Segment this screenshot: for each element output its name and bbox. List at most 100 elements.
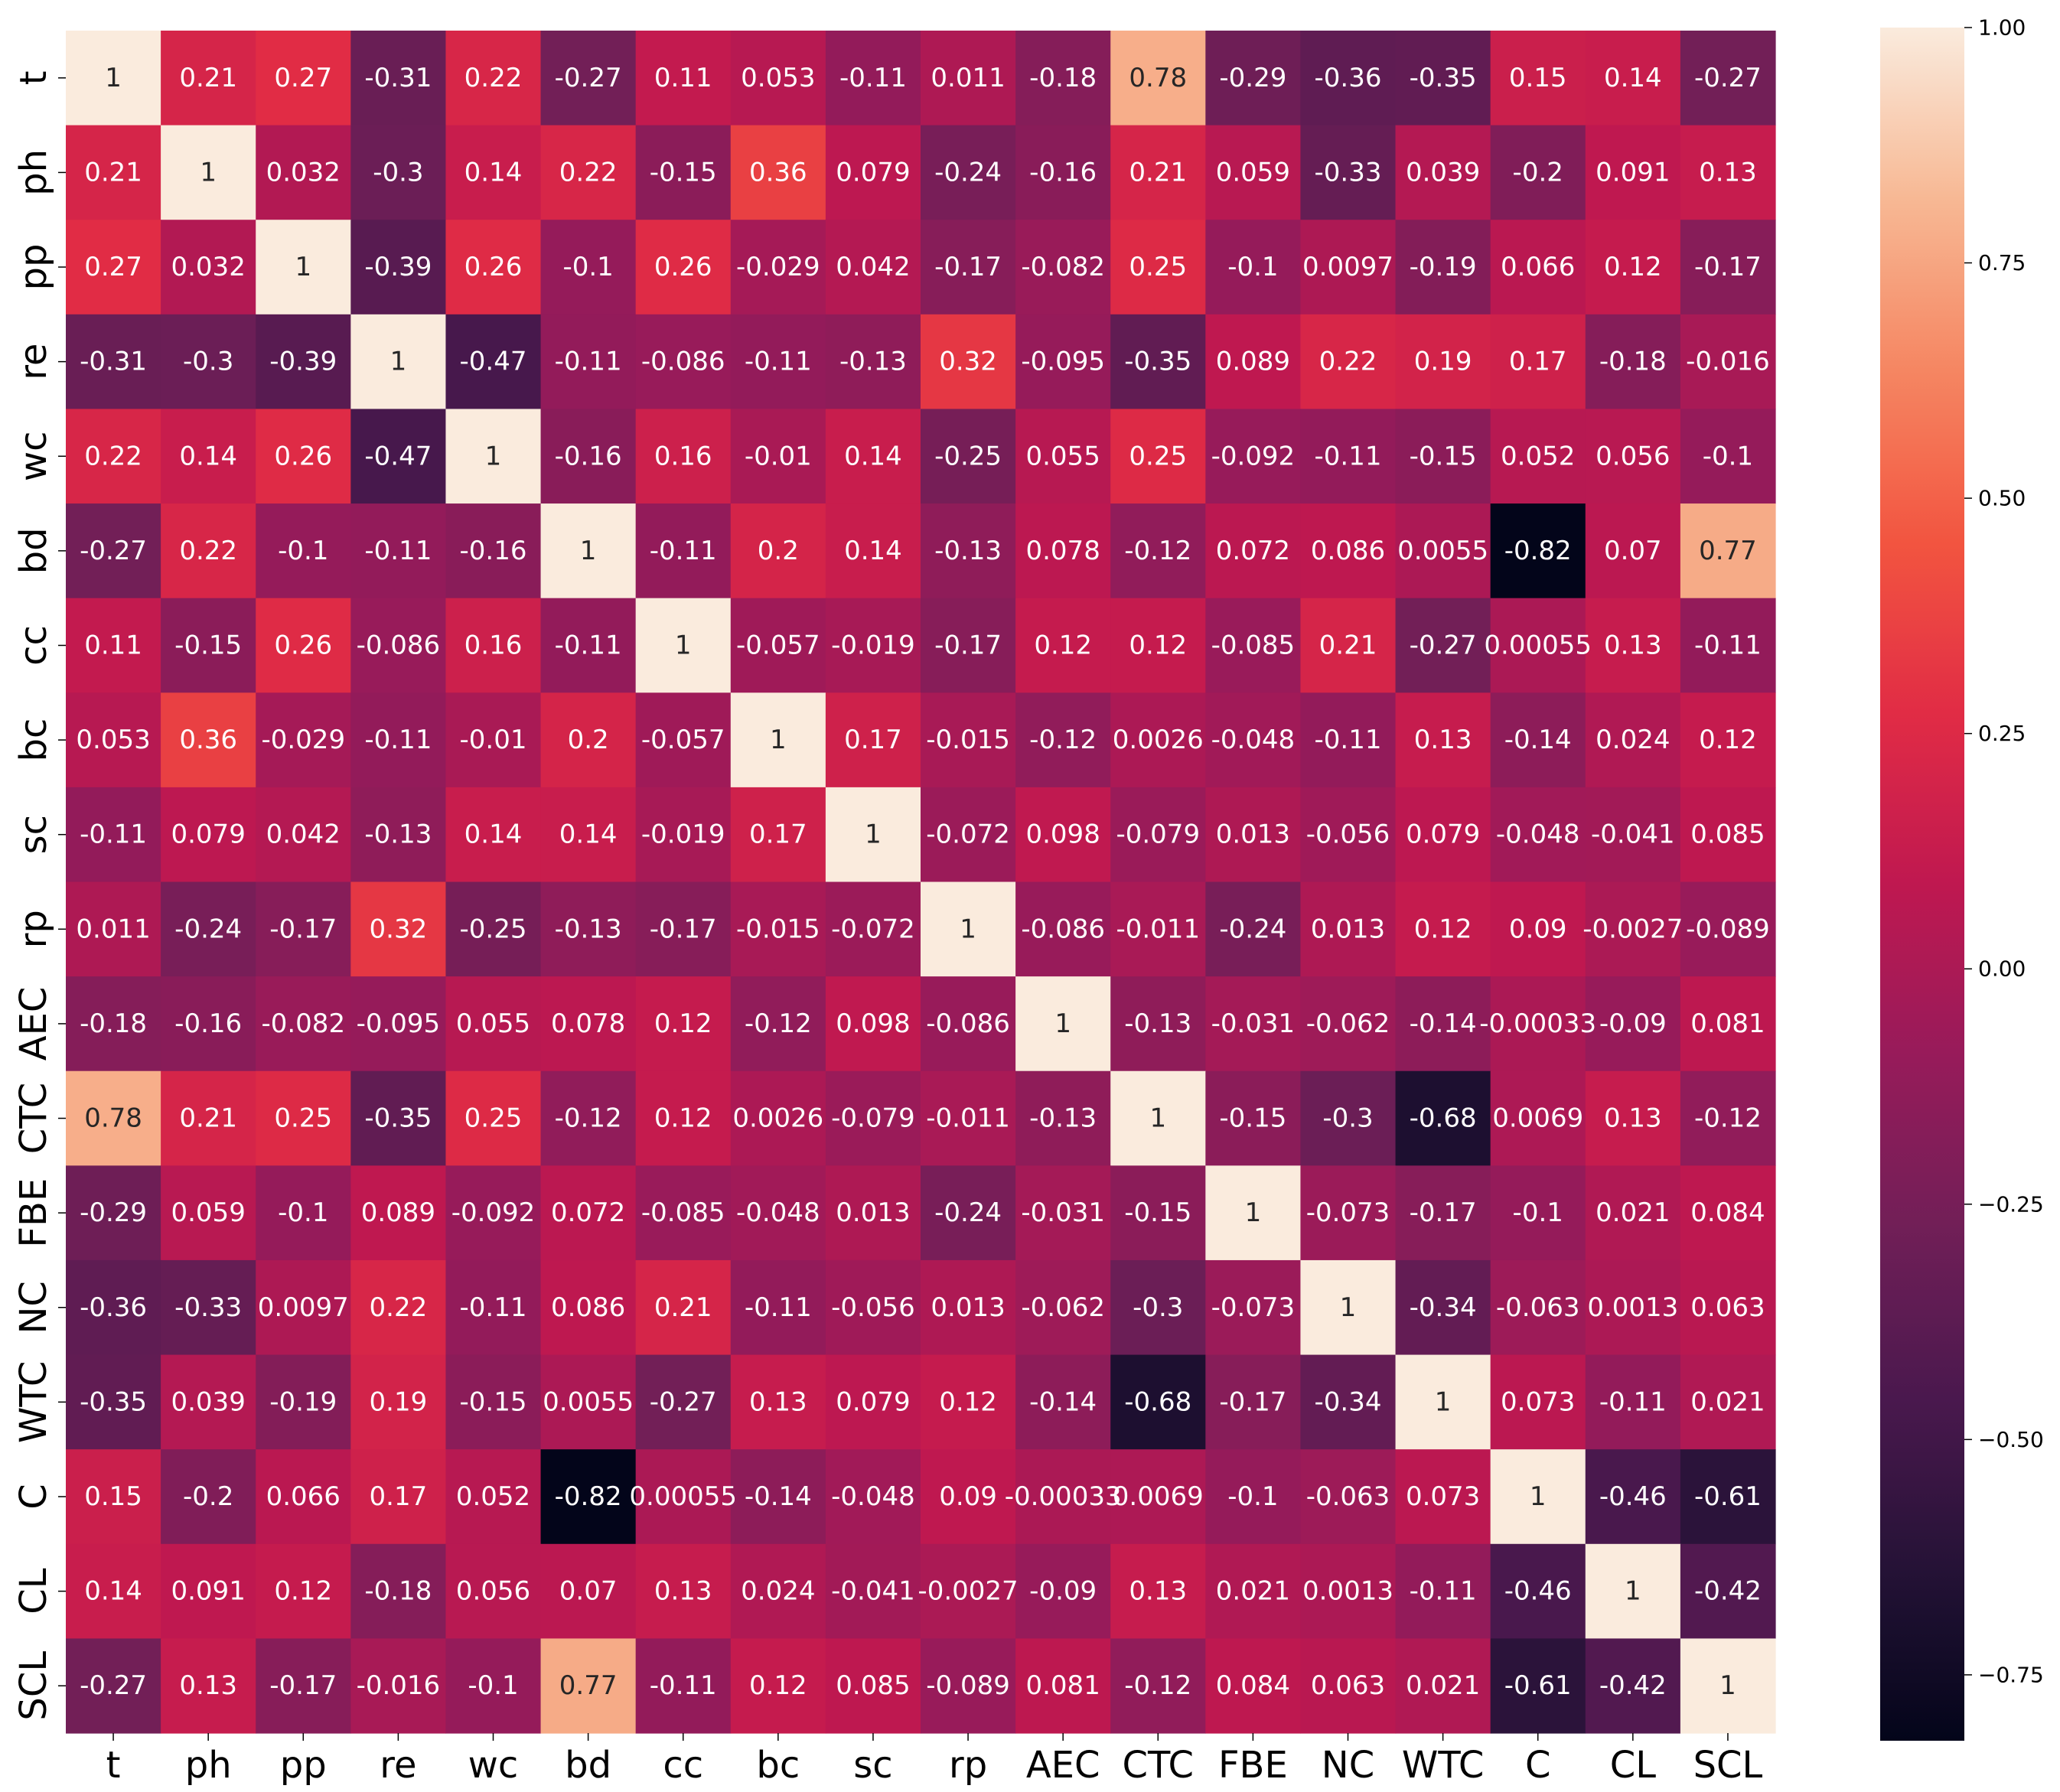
heatmap-cell: [350, 881, 447, 977]
cell-value-label: -0.18: [80, 1008, 147, 1039]
heatmap-cell: [445, 503, 542, 599]
cell-value-label: -0.27: [80, 536, 147, 566]
heatmap-cell: [256, 692, 351, 788]
heatmap-cell: [1585, 220, 1681, 315]
heatmap-cell: [1395, 881, 1491, 977]
cell-value-label: 0.0026: [1113, 725, 1204, 755]
heatmap-cell: [540, 220, 637, 315]
heatmap-cell: [350, 31, 447, 126]
cell-value-label: 0.14: [179, 441, 237, 471]
cell-value-label: -0.00033: [1479, 1008, 1596, 1039]
heatmap-cell: [1015, 314, 1111, 410]
cell-value-label: -0.082: [261, 1008, 345, 1039]
heatmap-cell: [66, 1259, 161, 1356]
cell-value-label: -0.27: [80, 1670, 147, 1701]
cell-value-label: 0.21: [179, 1103, 237, 1134]
cell-value-label: -0.016: [357, 1670, 441, 1701]
heatmap-cell: [1395, 409, 1491, 504]
cell-value-label: -0.24: [934, 157, 1002, 187]
heatmap-cell: [825, 220, 921, 315]
cell-value-label: 0.059: [1216, 157, 1290, 187]
cell-value-label: 0.042: [836, 252, 910, 282]
heatmap-cell: [1680, 31, 1776, 126]
heatmap-cell: [350, 787, 447, 883]
heatmap-cell: [1015, 692, 1111, 788]
heatmap-cell: [256, 220, 351, 315]
heatmap-cell: [350, 314, 447, 410]
cell-value-label: 0.013: [1311, 914, 1385, 944]
colorbar-tick-label: −0.50: [1978, 1427, 2044, 1452]
heatmap-cell: [256, 881, 351, 977]
heatmap-cell: [921, 976, 1016, 1072]
cell-value-label: -0.25: [460, 914, 527, 944]
cell-value-label: -0.18: [364, 1576, 432, 1607]
heatmap-cell: [825, 1638, 921, 1734]
heatmap-cell: [730, 1449, 826, 1545]
heatmap-cell: [921, 314, 1016, 410]
heatmap-cell: [730, 881, 826, 977]
x-tick-label: sc: [853, 1744, 892, 1787]
heatmap-cell: [1395, 1638, 1491, 1734]
y-tick-label: WTC: [12, 1361, 55, 1443]
cell-value-label: 0.25: [1129, 441, 1187, 471]
heatmap-cell: [161, 1165, 256, 1261]
heatmap-cell: [1110, 1449, 1206, 1545]
heatmap-cell: [1490, 31, 1586, 126]
cell-value-label: 0.053: [76, 725, 150, 755]
y-tick-label: FBE: [12, 1178, 55, 1248]
heatmap-cell: [350, 1543, 447, 1639]
cell-value-label: -0.35: [1410, 63, 1477, 93]
heatmap-cell: [1110, 598, 1206, 693]
cell-value-label: -0.031: [1021, 1197, 1105, 1228]
cell-value-label: 0.098: [836, 1008, 910, 1039]
heatmap-cell: [1680, 1449, 1776, 1545]
heatmap-cell: [161, 976, 256, 1072]
heatmap-cell: [1680, 1354, 1776, 1450]
cell-value-label: -0.09: [1029, 1576, 1097, 1607]
heatmap-cell: [161, 1449, 256, 1545]
cell-value-label: -0.17: [1219, 1386, 1286, 1417]
heatmap-cell: [66, 881, 161, 977]
cell-value-label: 0.14: [559, 819, 618, 850]
cell-value-label: -0.11: [460, 1292, 527, 1323]
cell-value-label: 0.11: [84, 630, 142, 660]
cell-value-label: 0.12: [1414, 914, 1472, 944]
cell-value-label: -0.09: [1599, 1008, 1667, 1039]
heatmap-cell: [1205, 976, 1302, 1072]
heatmap-cell: [730, 220, 826, 315]
cell-value-label: -0.072: [926, 819, 1010, 850]
cell-value-label: 0.089: [361, 1197, 435, 1228]
heatmap-cell: [730, 787, 826, 883]
heatmap-cell: [540, 1638, 637, 1734]
heatmap-cell: [1395, 220, 1491, 315]
heatmap-cell: [1110, 1543, 1206, 1639]
heatmap-cell: [1205, 409, 1302, 504]
cell-value-label: 0.0055: [543, 1386, 634, 1417]
cell-value-label: 0.021: [1216, 1576, 1290, 1607]
heatmap-cell: [1680, 314, 1776, 410]
cell-value-label: -0.24: [934, 1197, 1002, 1228]
cell-value-label: -0.1: [562, 252, 613, 282]
heatmap-cell: [1110, 787, 1206, 883]
cell-value-label: -0.1: [278, 536, 328, 566]
x-tick-label: NC: [1322, 1744, 1374, 1787]
heatmap-cell: [256, 503, 351, 599]
heatmap-cell: [445, 787, 542, 883]
cell-value-label: 0.36: [749, 157, 807, 187]
cell-value-label: -0.12: [555, 1103, 622, 1134]
y-tick-label: re: [12, 344, 55, 380]
cell-value-label: 0.07: [559, 1576, 618, 1607]
heatmap-cell: [540, 881, 637, 977]
cell-value-label: 0.14: [464, 157, 523, 187]
heatmap-cell: [1585, 409, 1681, 504]
heatmap-cell: [921, 1449, 1016, 1545]
heatmap-cell: [730, 503, 826, 599]
cell-value-label: -0.1: [1227, 1481, 1278, 1512]
cell-value-label: -0.095: [1021, 347, 1105, 377]
cell-value-label: -0.029: [736, 252, 820, 282]
cell-value-label: 0.21: [1129, 157, 1187, 187]
heatmap-cell: [1015, 409, 1111, 504]
cell-value-label: 0.09: [939, 1481, 997, 1512]
heatmap-cell: [350, 598, 447, 693]
heatmap-cell: [1015, 787, 1111, 883]
